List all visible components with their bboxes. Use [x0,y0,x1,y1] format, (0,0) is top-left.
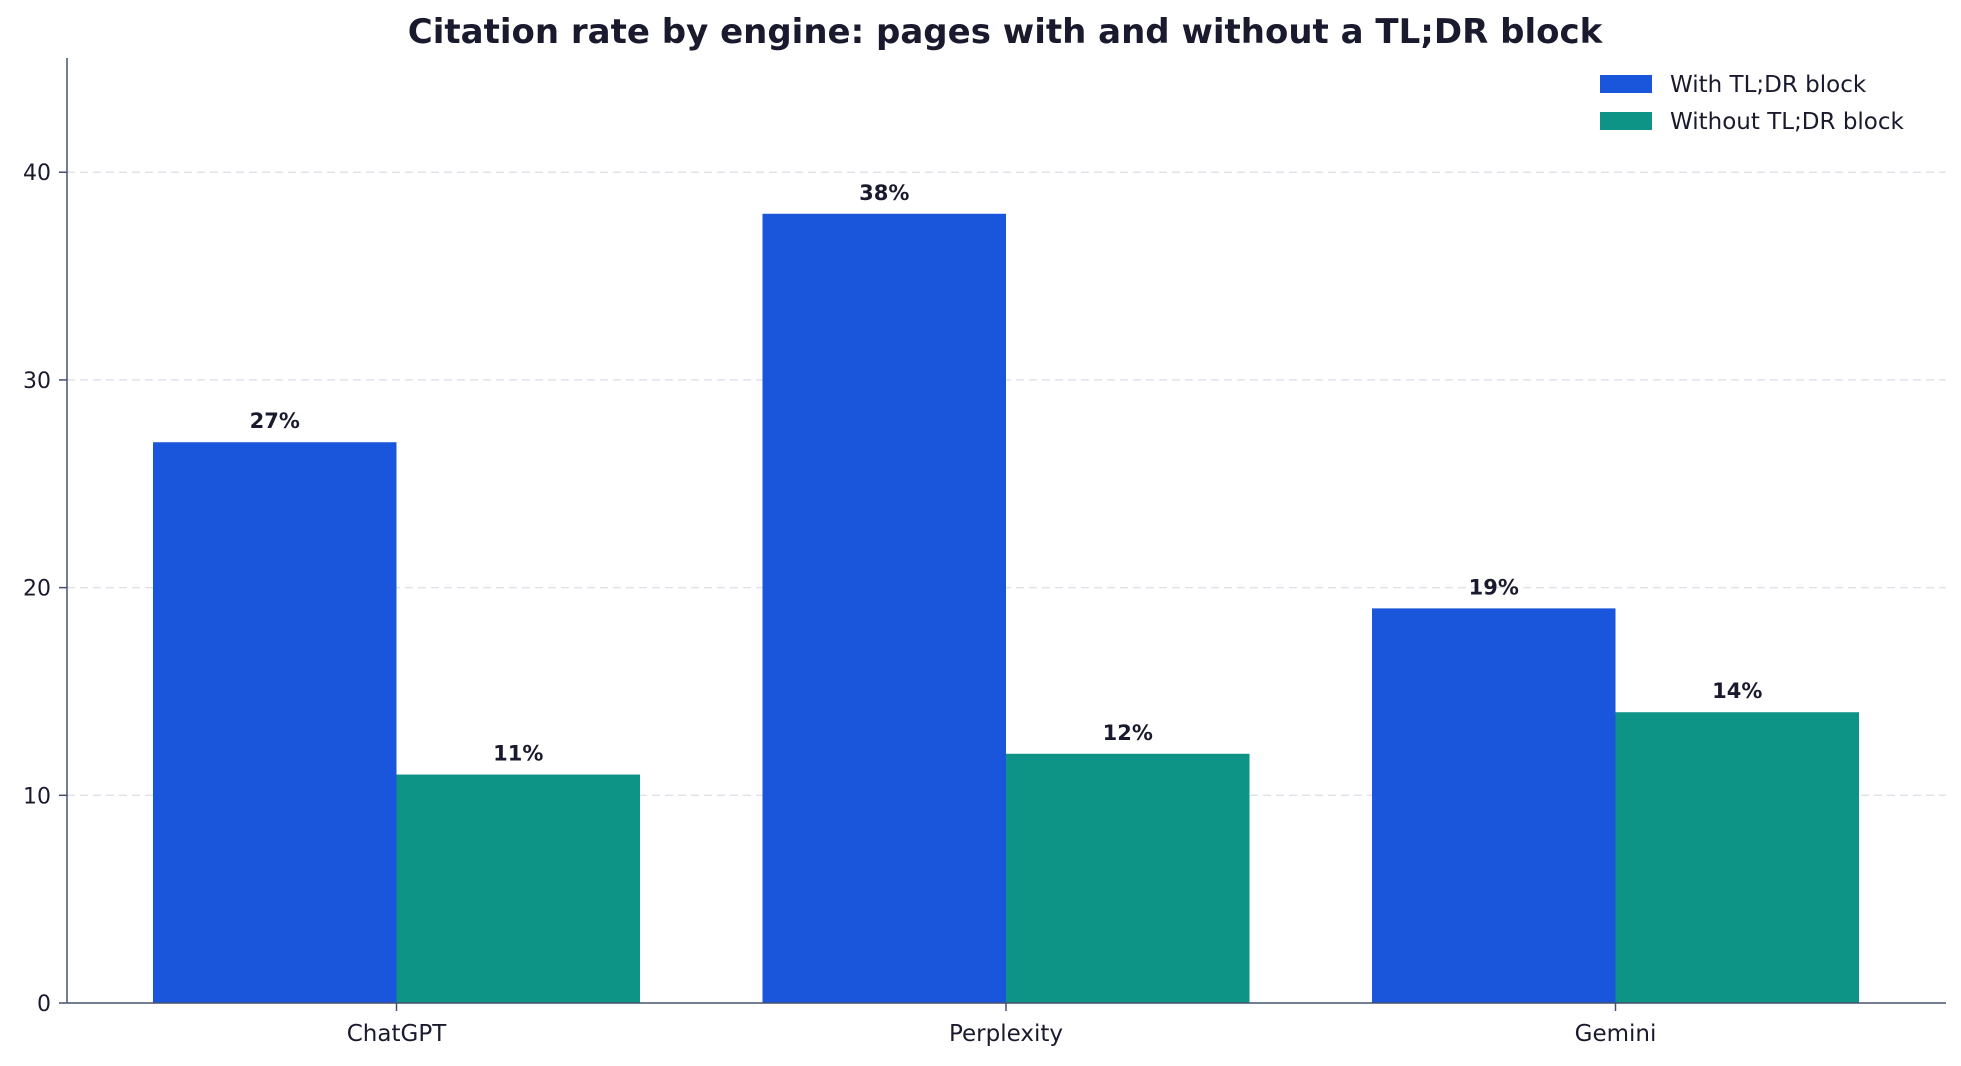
x-tick-label: Gemini [1575,1021,1657,1047]
data-label: 27% [250,409,300,433]
y-tick-label: 10 [23,784,51,809]
bar [1372,608,1616,1003]
axes: 0 10 20 30 40 ChatGPT Perplexity Gemini [23,58,1946,1047]
data-label: 14% [1712,679,1762,703]
bar [1615,712,1859,1003]
legend-label: With TL;DR block [1670,72,1867,98]
legend-swatch [1600,112,1652,130]
data-label: 38% [859,181,909,205]
x-tick-label: Perplexity [949,1021,1063,1047]
legend-swatch [1600,75,1652,93]
y-tick-label: 30 [23,369,51,394]
bar [153,442,397,1003]
chart-title: Citation rate by engine: pages with and … [408,12,1604,52]
x-tick-label: ChatGPT [347,1021,447,1047]
data-label: 19% [1469,575,1519,599]
bar [396,774,640,1003]
bar [762,213,1006,1003]
y-tick-label: 0 [37,992,51,1017]
data-labels: 27% 11% 38% 12% 19% 14% [250,181,1763,766]
y-tick-label: 20 [23,577,51,602]
bar [1006,753,1250,1003]
y-tick-label: 40 [23,161,51,186]
legend: With TL;DR block Without TL;DR block [1600,72,1905,135]
legend-label: Without TL;DR block [1670,109,1905,135]
data-label: 11% [493,742,543,766]
bars [153,213,1859,1003]
data-label: 12% [1103,721,1153,745]
